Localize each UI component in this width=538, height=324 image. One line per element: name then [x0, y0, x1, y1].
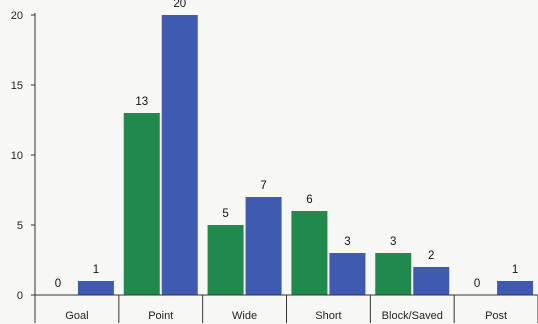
bar-block-saved-s2 — [413, 267, 450, 295]
value-label: 0 — [55, 278, 61, 290]
bar-point-s2 — [161, 15, 198, 295]
bar-short-s2 — [329, 253, 366, 295]
value-label: 20 — [173, 0, 186, 10]
bar-goal-s2 — [77, 281, 114, 295]
value-label: 1 — [93, 264, 99, 276]
y-tick-label: 5 — [17, 220, 23, 232]
value-label: 5 — [222, 208, 228, 220]
bar-short-s1 — [291, 211, 328, 295]
y-tick-label: 10 — [11, 150, 23, 162]
y-tick-label: 0 — [17, 290, 23, 302]
value-label: 0 — [474, 278, 480, 290]
y-tick-label: 15 — [11, 80, 23, 92]
value-label: 1 — [512, 264, 518, 276]
bar-block-saved-s1 — [375, 253, 412, 295]
category-label: Point — [148, 310, 173, 322]
axes — [34, 13, 538, 323]
bar-wide-s1 — [207, 225, 244, 295]
value-label: 6 — [306, 194, 312, 206]
value-label: 2 — [428, 250, 434, 262]
category-label: Block/Saved — [382, 310, 443, 322]
y-tick-label: 20 — [11, 10, 23, 22]
y-axis-ticks: 0 5 10 15 20 — [11, 10, 35, 302]
value-label: 13 — [135, 96, 148, 108]
bars — [77, 15, 534, 295]
category-label: Short — [315, 310, 341, 322]
bar-wide-s2 — [245, 197, 282, 295]
category-label: Wide — [232, 310, 257, 322]
value-label: 3 — [390, 236, 396, 248]
value-label: 7 — [260, 180, 266, 192]
category-label: Goal — [65, 310, 88, 322]
value-label: 3 — [344, 236, 350, 248]
category-label: Post — [485, 310, 507, 322]
bar-post-s2 — [497, 281, 534, 295]
bar-point-s1 — [123, 113, 160, 295]
category-labels: Goal Point Wide Short Block/Saved Post — [65, 310, 507, 322]
